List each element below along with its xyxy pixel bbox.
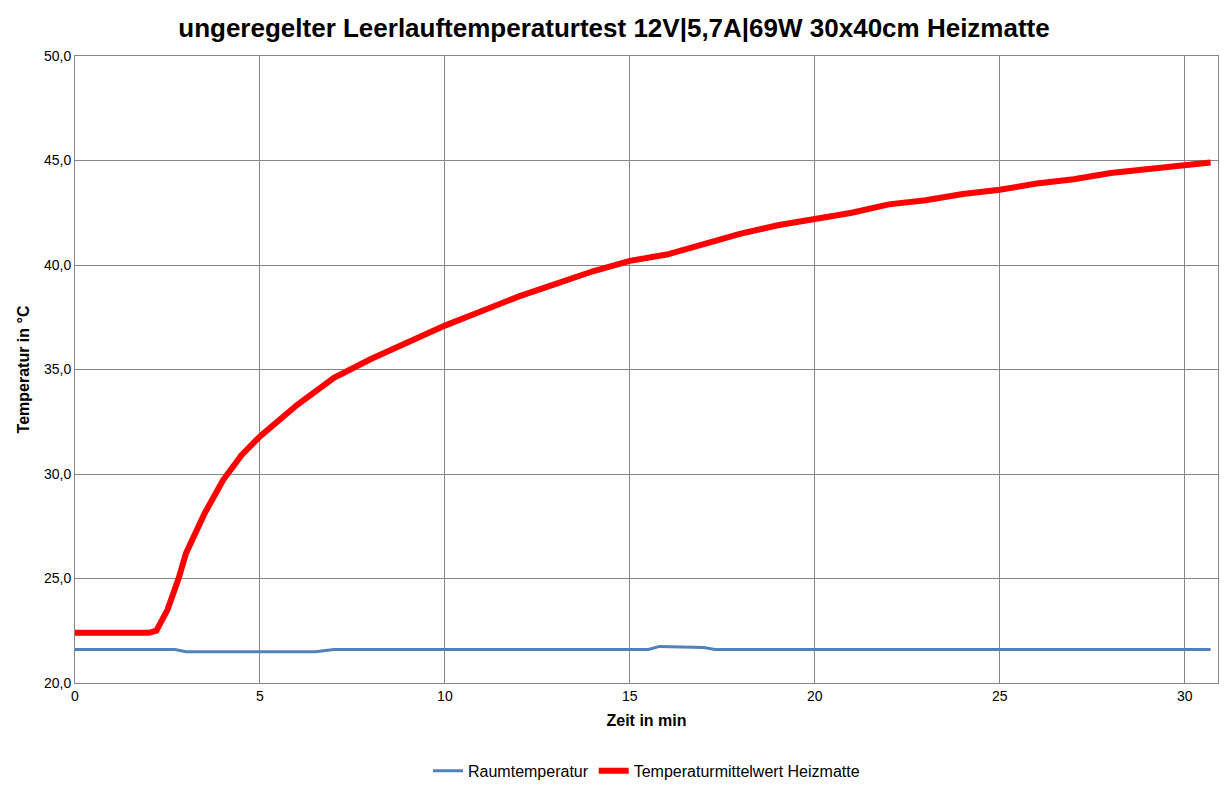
svg-text:ungeregelter Leerlauftemperatu: ungeregelter Leerlauftemperaturtest 12V|…	[178, 13, 1049, 43]
svg-text:Temperaturmittelwert Heizmatte: Temperaturmittelwert Heizmatte	[634, 763, 860, 780]
svg-text:45,0: 45,0	[44, 152, 71, 168]
svg-text:25,0: 25,0	[44, 570, 71, 586]
svg-text:0: 0	[71, 688, 79, 704]
svg-text:30,0: 30,0	[44, 466, 71, 482]
svg-text:15: 15	[622, 688, 638, 704]
svg-text:20,0: 20,0	[44, 675, 71, 691]
svg-text:40,0: 40,0	[44, 257, 71, 273]
svg-text:35,0: 35,0	[44, 361, 71, 377]
svg-text:Zeit in min: Zeit in min	[607, 712, 687, 729]
svg-text:20: 20	[807, 688, 823, 704]
svg-text:10: 10	[437, 688, 453, 704]
svg-text:Raumtemperatur: Raumtemperatur	[468, 763, 589, 780]
svg-text:25: 25	[992, 688, 1008, 704]
svg-text:50,0: 50,0	[44, 48, 71, 64]
svg-text:30: 30	[1177, 688, 1193, 704]
svg-text:Temperatur in °C: Temperatur in °C	[15, 305, 32, 433]
svg-text:5: 5	[256, 688, 264, 704]
